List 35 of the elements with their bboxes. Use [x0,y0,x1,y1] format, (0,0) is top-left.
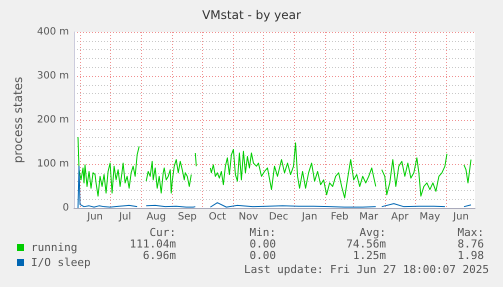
text: 6.96m [142,249,176,262]
x-tick-label: Sep [178,212,197,222]
y-tick-label: 100 m [36,158,69,170]
text: 8.76 [458,238,484,250]
x-tick-label: Aug [146,212,166,222]
text: Min: [250,226,276,239]
legend-label: running [31,241,78,254]
x-tick-label: Jul [118,212,132,222]
x-tick-label: Apr [391,212,410,222]
x-tick-label: Jun [86,212,103,222]
x-tick-label: Nov [238,212,258,222]
y-tick-label: 0 [62,202,69,214]
y-tick-label: 400 m [36,26,69,38]
text: Last update: Fri Jun 27 18:00:07 2025 [244,263,490,276]
x-tick-label: Mar [359,212,380,222]
x-tick-label: Dec [268,212,288,222]
text: Cur: [150,226,176,239]
text: 0.00 [250,249,276,262]
y-axis-title: process states [11,76,25,164]
text: 111.04m [130,238,176,250]
y-tick-label: 200 m [36,114,69,126]
text: 74.56m [346,238,386,250]
legend-label: I/O sleep [31,256,91,269]
x-tick-label: Jan [300,212,318,222]
x-tick-label: May [420,212,440,222]
x-tick-label: Oct [208,212,226,222]
text: Avg: [360,226,386,239]
text: 1.25m [352,249,386,262]
text: Max: [458,226,484,239]
x-tick-label: Feb [330,212,349,222]
text: 0.00 [250,238,276,250]
text: 1.98 [458,249,484,262]
chart-title: VMstat - by year [202,8,301,22]
y-tick-label: 300 m [36,70,69,82]
x-tick-label: Jun [452,212,469,222]
